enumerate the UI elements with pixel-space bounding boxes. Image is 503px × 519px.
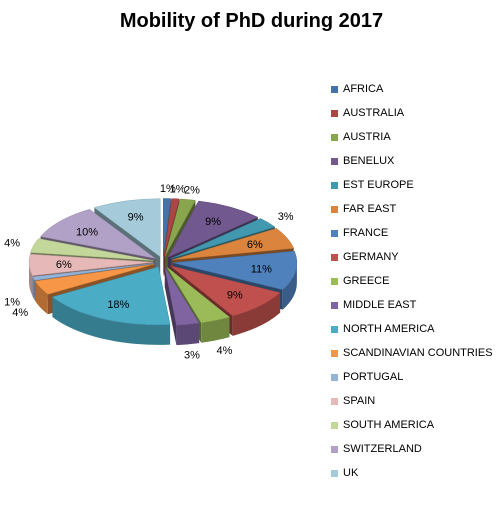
slice-benelux [167,200,259,258]
legend-item-switzerland: SWITZERLAND [331,437,493,461]
legend-swatch [331,421,338,429]
data-label-far-east: 6% [247,239,263,251]
legend-item-greece: GREECE [331,269,493,293]
legend-label: SWITZERLAND [343,443,422,455]
slice-far-east [172,228,295,261]
legend-swatch [331,469,338,477]
legend-label: SPAIN [343,395,376,407]
legend-label: SOUTH AMERICA [343,419,435,431]
legend-item-france: FRANCE [331,221,493,245]
legend-swatch [331,229,338,237]
legend-label: PORTUGAL [343,371,404,383]
slice-africa [163,198,172,257]
data-label-greece: 4% [217,345,233,357]
legend-item-north-america: NORTH AMERICA [331,317,493,341]
legend-swatch [331,445,338,453]
legend-item-australia: AUSTRALIA [331,101,493,125]
slice-middle-east [164,267,200,326]
legend-item-africa: AFRICA [331,77,493,101]
data-label-switzerland: 10% [76,227,98,239]
slice-switzerland [40,209,156,259]
legend-label: FRANCE [343,227,389,239]
legend-swatch [331,373,338,381]
data-label-africa: 1% [160,183,176,195]
slice-austria [164,198,196,257]
legend-swatch [331,205,338,213]
data-label-middle-east: 3% [184,350,200,362]
legend-item-far-east: FAR EAST [331,197,493,221]
slice-north-america [51,266,171,326]
data-label-spain: 6% [56,259,72,271]
data-label-south-america: 4% [4,238,20,250]
slice-est-europe [170,218,276,259]
legend-label: MIDDLE EAST [343,299,417,311]
legend-label: SCANDINAVIAN COUNTRIES [343,347,493,359]
legend-label: AUSTRALIA [343,107,405,119]
legend-swatch [331,181,338,189]
legend-label: FAR EAST [343,203,397,215]
slice-scandinavian-countries [34,263,154,295]
data-label-north-america: 18% [107,299,129,311]
pie-labels: 1%1%2%9% 3%6%11%9%4%3%18%4%1%6%4%10%9% [4,183,294,362]
legend-item-spain: SPAIN [331,389,493,413]
legend-swatch [331,109,338,117]
legend-item-uk: UK [331,461,493,485]
legend-swatch [331,253,338,261]
slice-greece [166,266,231,324]
legend-swatch [331,301,338,309]
legend-swatch [331,277,338,285]
slice-uk [93,198,161,258]
legend-swatch [331,397,338,405]
slice-france [172,250,298,290]
legend-label: NORTH AMERICA [343,323,435,335]
legend-label: EST EUROPE [343,179,414,191]
data-label-scandinavian-countries: 4% [12,307,28,319]
legend-item-south-america: SOUTH AMERICA [331,413,493,437]
slice-australia [163,198,180,257]
legend-item-middle-east: MIDDLE EAST [331,293,493,317]
legend-label: AUSTRIA [343,131,391,143]
slice-germany [170,265,281,317]
slice-south-america [30,238,154,261]
slice-spain [28,253,154,276]
data-label-benelux: 9% [205,216,221,228]
slice-portugal [32,263,154,281]
legend: AFRICA AUSTRALIA AUSTRIA BENELUX EST EUROPE F… [331,77,493,485]
legend-swatch [331,349,338,357]
legend-item-est-europe: EST EUROPE [331,173,493,197]
legend-label: AFRICA [343,83,384,95]
data-label-portugal: 1% [4,296,20,308]
data-label-australia: 1% [170,183,186,195]
data-label-uk: 9% [128,212,144,224]
data-label-france: 11% [251,264,272,276]
legend-swatch [331,157,338,165]
data-label-germany: 9% [227,290,243,302]
legend-item-austria: AUSTRIA [331,125,493,149]
legend-label: GERMANY [343,251,399,263]
legend-label: GREECE [343,275,390,287]
legend-swatch [331,325,338,333]
legend-label: BENELUX [343,155,395,167]
legend-swatch [331,85,338,93]
legend-item-benelux: BENELUX [331,149,493,173]
legend-label: UK [343,467,359,479]
data-label-austria: 2% [184,184,200,196]
legend-item-portugal: PORTUGAL [331,365,493,389]
data-label-est-europe: 3% [278,211,294,223]
pie-tops [28,198,298,326]
legend-swatch [331,133,338,141]
chart-title: Mobility of PhD during 2017 [119,10,384,32]
legend-item-germany: GERMANY [331,245,493,269]
legend-item-scandinavian-countries: SCANDINAVIAN COUNTRIES [331,341,493,365]
